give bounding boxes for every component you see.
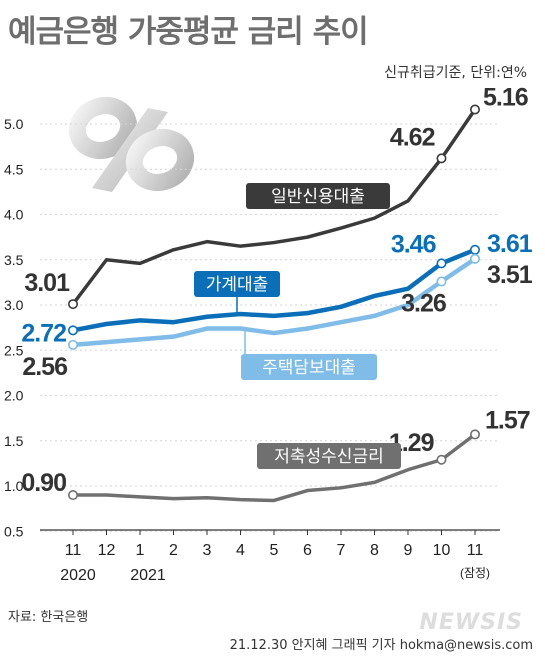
y-tick-label: 4.0 xyxy=(4,207,24,223)
series-name-label: 가계대출 xyxy=(206,275,269,295)
x-tick-label: 11 xyxy=(467,542,484,559)
data-label: 4.62 xyxy=(390,123,435,151)
year-label: 2020 xyxy=(60,567,96,584)
x-tick-label: 9 xyxy=(404,542,413,559)
y-tick-label: 3.5 xyxy=(4,252,24,268)
x-tick-label: 11 xyxy=(65,542,82,559)
x-tick-label: 6 xyxy=(303,542,312,559)
y-tick-label: 1.0 xyxy=(4,478,24,494)
series-name-badge xyxy=(241,354,377,380)
series-name-label: 주택담보대출 xyxy=(262,358,356,378)
data-point xyxy=(469,244,480,255)
data-label: 3.01 xyxy=(24,269,70,297)
data-label: 3.61 xyxy=(487,230,533,258)
data-point xyxy=(436,153,447,164)
axes: 0.51.01.52.02.53.03.54.04.55.011 12 1 2 3 4 5 6… xyxy=(4,116,500,584)
series-name-label: 일반신용대출 xyxy=(271,187,365,207)
x-tick-label: 7 xyxy=(337,542,346,559)
credit-line: 21.12.30 안지혜 그래픽 기자 hokma@newsis.com xyxy=(229,638,533,653)
source-note: 자료: 한국은행 xyxy=(8,610,89,625)
data-point xyxy=(436,454,447,465)
data-point xyxy=(469,429,480,440)
data-label: 2.56 xyxy=(22,353,67,381)
data-point xyxy=(469,253,480,264)
series-line xyxy=(72,247,476,333)
x-tick-label: 10 xyxy=(433,542,451,559)
y-tick-label: 4.5 xyxy=(4,161,24,177)
series-line xyxy=(71,108,477,306)
x-tick-label: 4 xyxy=(236,542,245,559)
series-line xyxy=(73,433,477,503)
provisional-note: (잠정) xyxy=(460,566,490,580)
y-tick-label: 2.0 xyxy=(4,388,24,404)
series-name-badge xyxy=(246,183,390,209)
series-name-badge xyxy=(194,271,280,297)
x-tick-label: 3 xyxy=(203,542,212,559)
series-line xyxy=(72,256,477,348)
series-name-badge xyxy=(257,443,401,469)
x-tick-label: 12 xyxy=(98,542,116,559)
y-tick-label: 1.5 xyxy=(4,433,24,449)
data-point xyxy=(68,339,79,350)
data-point xyxy=(68,299,79,310)
x-tick-label: 8 xyxy=(370,542,379,559)
data-label: 5.16 xyxy=(483,84,528,112)
series-name-label: 저축성수신금리 xyxy=(274,447,383,467)
y-tick-label: 5.0 xyxy=(4,116,24,132)
data-label: 1.57 xyxy=(485,406,530,434)
data-label: 2.72 xyxy=(21,319,66,347)
page-title: 예금은행 가중평균 금리 추이 xyxy=(8,14,369,50)
data-point xyxy=(68,490,79,501)
data-point xyxy=(68,325,79,336)
data-point xyxy=(469,104,480,115)
data-label: 3.51 xyxy=(487,261,533,289)
year-label: 2021 xyxy=(130,567,166,584)
y-tick-label: 2.5 xyxy=(4,342,24,358)
x-tick-label: 5 xyxy=(270,542,279,559)
data-label: 3.46 xyxy=(391,230,436,258)
data-label: 3.26 xyxy=(401,289,446,317)
data-labels: 3.01 4.62 5.16 2.72 3.46 3.61 2.56 3.26 3.51 0.90… xyxy=(21,84,533,498)
series-group xyxy=(68,104,480,503)
watermark: NEWSIS xyxy=(419,610,523,635)
data-point xyxy=(436,276,447,287)
percent-sign-icon xyxy=(68,96,195,192)
x-tick-label: 1 xyxy=(136,542,145,559)
data-point xyxy=(436,258,447,269)
y-tick-label: 3.0 xyxy=(4,297,24,313)
x-tick-label: 2 xyxy=(169,542,178,559)
chart-subtitle: 신규취급기준, 단위:연% xyxy=(384,65,527,81)
data-label: 0.90 xyxy=(21,469,66,497)
y-tick-label: 0.5 xyxy=(4,523,24,539)
